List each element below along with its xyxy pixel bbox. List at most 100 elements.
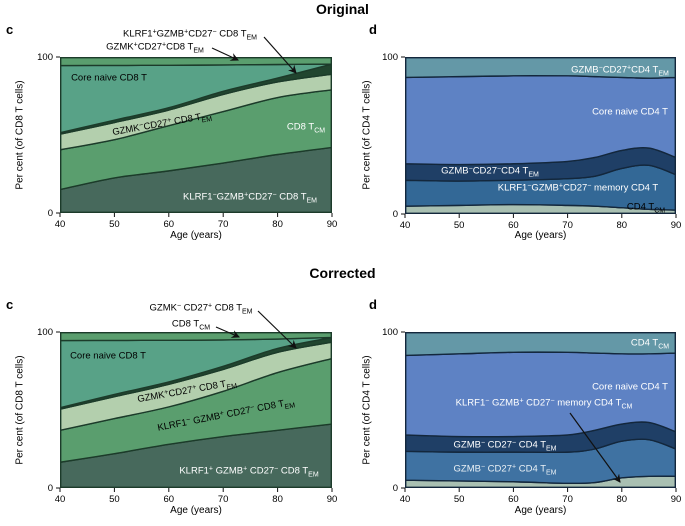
label-sup-text: − <box>485 397 490 404</box>
label-text: GZMB <box>441 165 469 177</box>
label-sub-text: EM <box>546 445 557 452</box>
band-area-gzmb-cd27-cd4-t-em <box>405 57 676 79</box>
plot-area-d-original <box>405 57 676 214</box>
label-text: memory CD4 T <box>591 182 659 194</box>
label-gzmbneg-cd27pos-cd4-tem: GZMB−CD27+CD4 TEM <box>571 64 669 77</box>
label-cd8-tcm-top: CD8 TCM <box>172 319 210 332</box>
y-tick-label-0: 0 <box>392 208 398 220</box>
label-gzmkneg-cd27pos-cd8-tem: GZMK− CD27+ CD8 TEM <box>150 302 253 315</box>
label-text: CD27 <box>485 463 512 475</box>
x-tick-label-60: 60 <box>163 494 175 505</box>
x-tick-label-90: 90 <box>670 220 682 231</box>
label-sub-text: EM <box>308 471 319 478</box>
label-sup-text: − <box>527 182 532 189</box>
label-klrf1neg-gzmbpos-cd27neg-memory-cd4-tcm: KLRF1− GZMB+ CD27− memory CD4 TCM <box>455 397 633 410</box>
label-sup-text: + <box>207 302 213 309</box>
label-text: GZMK <box>106 41 134 53</box>
label-core-naive-cd4: Core naive CD4 T <box>592 107 668 118</box>
plot-frame <box>405 332 676 488</box>
x-tick-label-70: 70 <box>562 494 573 505</box>
y-tick-label-0: 0 <box>47 482 53 494</box>
x-tick-label-80: 80 <box>616 220 628 231</box>
label-sub-text: CM <box>314 127 326 134</box>
label-text: CD27 <box>602 64 627 76</box>
label-sub-text: EM <box>193 47 204 54</box>
y-axis-label-c-corrected: Per cent (of CD8 T cells) <box>14 355 26 465</box>
panel-letter-d-original: d <box>369 22 377 37</box>
label-gzmbneg-cd27neg-cd4-tem: GZMB−CD27−CD4 TEM <box>441 165 539 178</box>
label-sup-text: − <box>138 121 144 129</box>
label-text: KLRF1 <box>455 397 486 409</box>
y-tick-label-0: 0 <box>47 207 53 219</box>
section-title-corrected: Corrected <box>309 265 376 281</box>
label-text: GZMB <box>571 64 599 76</box>
panel-letter-c-original: c <box>6 22 14 37</box>
label-sup-text: + <box>558 182 563 189</box>
label-sup-text: + <box>191 383 197 392</box>
label-sup-text: − <box>480 439 486 446</box>
label-text: CD8 T <box>166 41 194 53</box>
label-gzmbneg-cd27pos-cd4-tem: GZMB− CD27+ CD4 TEM <box>453 463 557 476</box>
x-tick-label-90: 90 <box>326 494 338 505</box>
label-klrf1pos-gzmbpos-cd27neg-cd8-tem: KLRF1+GZMB+CD27− CD8 TEM <box>123 28 257 41</box>
label-text: CD4 T <box>626 201 655 213</box>
label-core-naive-cd8: Core naive CD8 T <box>70 351 146 362</box>
label-sub-text: EM <box>546 469 557 476</box>
plot-frame <box>60 332 332 488</box>
label-text: GZMB <box>156 28 185 40</box>
label-core-naive-cd4: Core naive CD4 T <box>592 382 668 393</box>
label-text: memory CD4 T <box>554 397 622 409</box>
x-tick-label-60: 60 <box>508 220 519 231</box>
y-tick-label-100: 100 <box>37 326 53 338</box>
y-tick-label-0: 0 <box>392 482 398 494</box>
x-tick-label-40: 40 <box>54 494 66 505</box>
label-sub-text: EM <box>201 115 213 125</box>
label-cd4-tcm: CD4 TCM <box>626 201 666 215</box>
label-text: GZMB <box>453 463 481 475</box>
label-sub-text: CM <box>621 403 633 410</box>
label-sup-text: − <box>212 28 217 35</box>
x-tick-label-60: 60 <box>163 219 175 230</box>
y-axis-label-d-original: Per cent (of CD4 T cells) <box>361 80 373 190</box>
plot-frame <box>60 57 332 213</box>
x-tick-label-50: 50 <box>453 220 465 231</box>
x-tick-label-50: 50 <box>109 494 120 505</box>
label-text: CD27 <box>523 397 551 409</box>
label-sup-text: − <box>550 397 555 404</box>
label-text: KLRF1 <box>497 182 528 194</box>
label-sup-text: − <box>272 191 277 198</box>
label-sup-text: − <box>185 415 191 424</box>
label-sup-text: + <box>161 41 167 48</box>
label-text: CD8 T <box>212 302 242 314</box>
x-axis-label-c-original: Age (years) <box>170 230 222 241</box>
label-sup-text: − <box>468 165 473 172</box>
label-sup-text: + <box>163 388 169 396</box>
label-sub-text: EM <box>284 401 296 411</box>
label-text: GZMB <box>453 439 481 451</box>
label-sub-text: CM <box>654 207 666 214</box>
label-gzmbneg-cd27neg-cd4-tem: GZMB− CD27− CD4 TEM <box>453 439 557 452</box>
band-area-cd4-t-cm <box>405 332 676 357</box>
label-sup-text: + <box>243 465 248 472</box>
label-text: CD27 <box>181 302 208 314</box>
stacked-area-svg-panel-d-original <box>405 57 676 214</box>
label-text: CD27 <box>472 165 497 177</box>
plot-frame <box>405 57 676 214</box>
x-axis-label-d-original: Age (years) <box>514 230 567 241</box>
label-sup-text: − <box>511 439 517 446</box>
label-text: CD27 <box>562 182 588 194</box>
label-text: CD27 <box>188 28 213 40</box>
label-sup-text: − <box>480 463 486 470</box>
label-sub-text: EM <box>528 171 539 178</box>
label-text: KLRF1 <box>179 465 209 477</box>
label-sup-text: + <box>184 28 189 35</box>
label-sup-text: + <box>166 116 172 125</box>
label-text: GZMB <box>531 182 559 194</box>
label-cd8-tcm: CD8 TCM <box>287 122 326 135</box>
label-text: CD4 T <box>516 463 546 475</box>
label-sup-text: + <box>152 28 157 35</box>
label-sup-text: − <box>598 64 603 71</box>
label-sup-text: − <box>274 465 279 472</box>
label-text: CD8 T <box>278 465 309 477</box>
